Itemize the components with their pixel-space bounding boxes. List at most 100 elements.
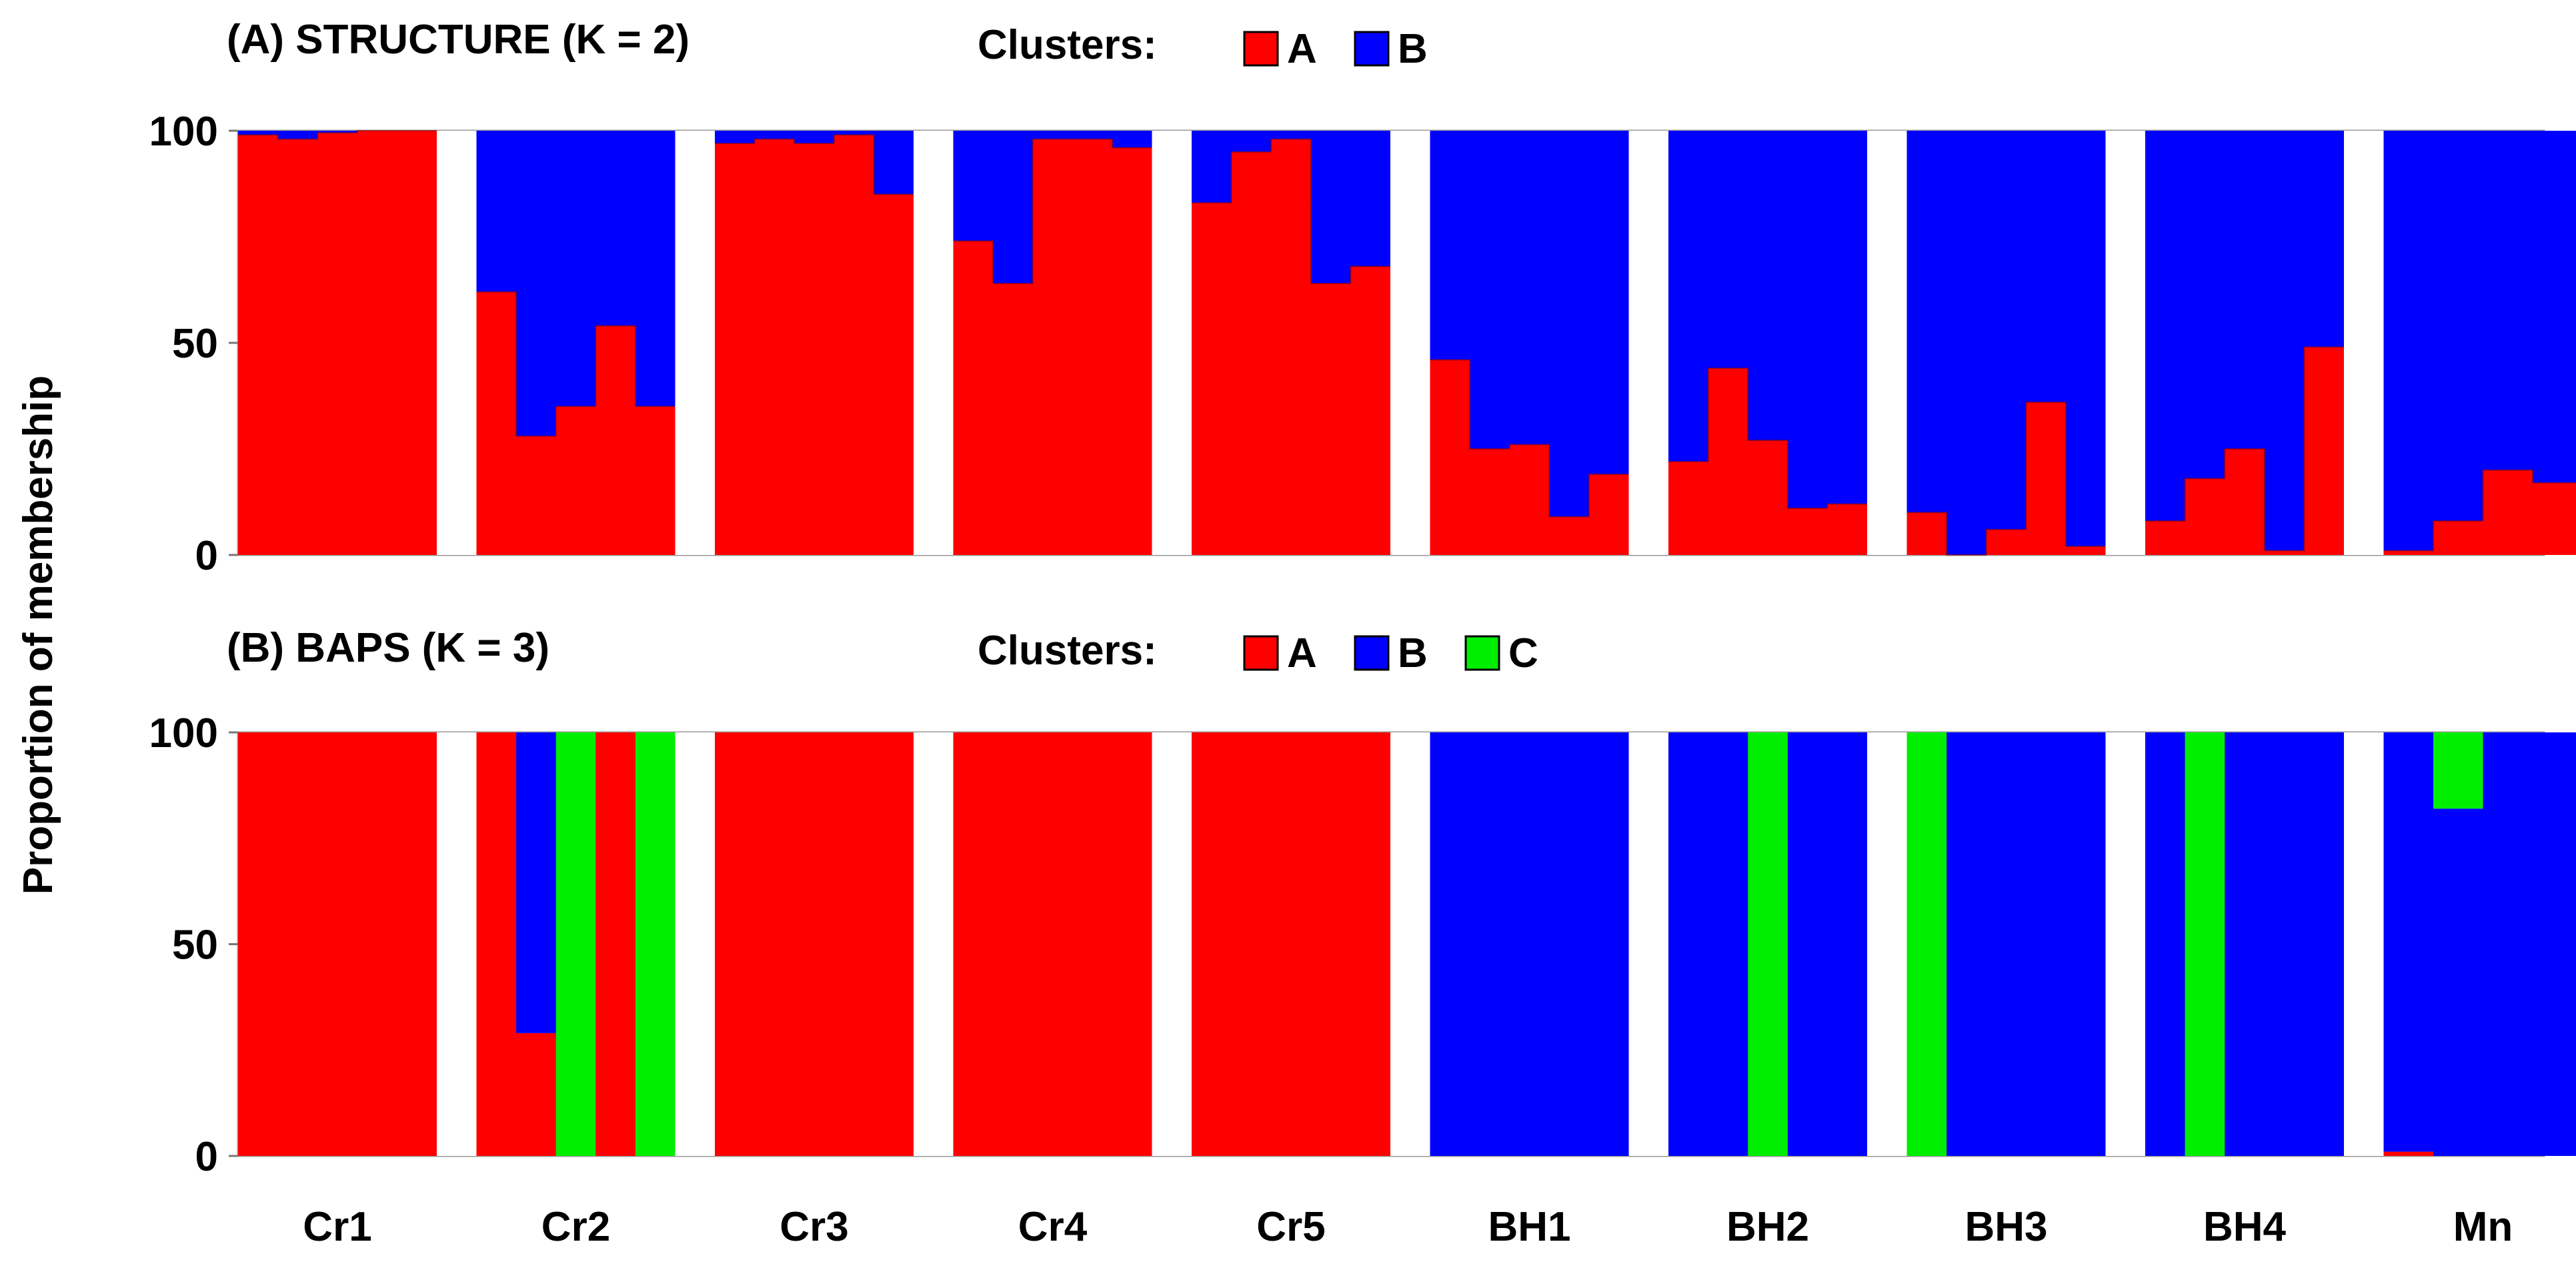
y-tick-label: 0 — [195, 533, 218, 579]
bar-b-bh3-ind3-cluster-b — [1986, 732, 2027, 1156]
bar-a-bh3-ind4-cluster-b — [2026, 131, 2067, 403]
legend-swatch-a — [1243, 31, 1279, 67]
population-gap — [437, 732, 477, 1156]
population-gap — [675, 131, 715, 555]
bar-a-cr3-ind4-cluster-a — [834, 135, 874, 556]
bar-a-cr2-ind1-cluster-a — [476, 291, 517, 555]
bar-a-bh1-ind3-cluster-b — [1509, 131, 1550, 445]
bar-a-cr4-ind1-cluster-b — [953, 131, 994, 241]
bar-b-cr3-ind2-cluster-a — [754, 732, 795, 1156]
bar-a-cr2-ind3-cluster-a — [555, 406, 596, 555]
panel-b-legend-label: Clusters: — [978, 628, 1157, 674]
outline-bh3 — [1906, 402, 2106, 556]
bar-a-cr1-ind1-cluster-b — [238, 131, 279, 135]
bar-a-cr5-ind4-cluster-a — [1310, 283, 1351, 555]
bar-a-cr2-ind5-cluster-a — [635, 406, 676, 555]
bar-b-cr2-ind4-cluster-a — [595, 732, 636, 1156]
bar-a-cr1-ind5-cluster-a — [397, 131, 437, 555]
bar-b-cr1-ind4-cluster-a — [357, 732, 397, 1156]
legend-label-b: B — [1398, 630, 1428, 676]
bar-b-cr1-ind3-cluster-a — [317, 732, 358, 1156]
bar-b-bh1-ind1-cluster-b — [1430, 732, 1470, 1156]
outline-mn — [2383, 469, 2576, 552]
bar-a-bh4-ind1-cluster-b — [2145, 131, 2186, 522]
legend-swatch-a — [1243, 635, 1279, 671]
population-label-bh3: BH3 — [1965, 1204, 2047, 1250]
bar-b-mn-ind2-cluster-c — [2433, 732, 2484, 809]
bar-b-mn-ind1-cluster-b — [2383, 732, 2434, 1152]
outline-bh2 — [1668, 368, 1867, 510]
bar-a-bh2-ind5-cluster-a — [1827, 504, 1868, 555]
bar-a-bh3-ind5-cluster-a — [2065, 546, 2107, 555]
population-label-cr5: Cr5 — [1256, 1204, 1325, 1250]
population-label-bh2: BH2 — [1726, 1204, 1809, 1250]
bar-b-bh1-ind2-cluster-b — [1470, 732, 1510, 1156]
population-gap — [1867, 732, 1907, 1156]
panel-a-plot: 0 50 100 — [149, 109, 2576, 579]
population-label-cr3: Cr3 — [780, 1204, 848, 1250]
population-label-cr4: Cr4 — [1018, 1204, 1088, 1250]
bar-a-bh4-ind4-cluster-a — [2264, 550, 2305, 555]
bar-a-bh2-ind2-cluster-b — [1708, 131, 1748, 369]
bar-b-bh2-ind1-cluster-b — [1668, 732, 1709, 1156]
bar-a-bh4-ind1-cluster-a — [2145, 521, 2186, 555]
bar-b-bh3-ind2-cluster-b — [1947, 732, 1987, 1156]
bar-a-cr4-ind2-cluster-b — [993, 131, 1034, 283]
bar-b-cr5-ind5-cluster-a — [1350, 732, 1391, 1156]
bar-a-cr4-ind4-cluster-a — [1072, 139, 1113, 556]
bar-a-cr5-ind2-cluster-a — [1231, 151, 1272, 556]
bar-b-bh3-ind5-cluster-b — [2065, 732, 2107, 1156]
bar-a-bh4-ind2-cluster-a — [2185, 478, 2225, 555]
bar-a-cr4-ind3-cluster-b — [1032, 131, 1073, 139]
outline-cr2 — [476, 291, 676, 437]
bar-b-cr1-ind5-cluster-a — [397, 732, 437, 1156]
bar-a-cr1-ind4-cluster-a — [357, 131, 397, 555]
bar-a-cr2-ind2-cluster-a — [516, 436, 557, 555]
bar-a-bh3-ind1-cluster-b — [1906, 131, 1947, 513]
bar-a-cr4-ind5-cluster-a — [1112, 147, 1153, 555]
bar-a-mn-ind4-cluster-a — [2533, 482, 2576, 555]
bar-b-cr2-ind3-cluster-c — [555, 732, 596, 1156]
y-tick-label: 100 — [149, 109, 218, 155]
y-tick-label: 50 — [172, 922, 218, 969]
population-gap — [2105, 732, 2145, 1156]
bar-b-cr4-ind2-cluster-a — [993, 732, 1034, 1156]
bar-a-cr4-ind5-cluster-b — [1112, 131, 1153, 148]
bar-a-cr5-ind2-cluster-b — [1231, 131, 1272, 152]
population-gap — [675, 732, 715, 1156]
bar-b-cr3-ind5-cluster-a — [874, 732, 914, 1156]
outline-cr1 — [238, 130, 437, 140]
population-gap — [1628, 131, 1668, 555]
bar-a-mn-ind1-cluster-b — [2383, 131, 2434, 551]
bar-a-cr4-ind4-cluster-b — [1072, 131, 1113, 139]
bar-a-bh1-ind4-cluster-b — [1549, 131, 1590, 517]
bar-a-bh2-ind2-cluster-a — [1708, 368, 1748, 555]
bar-b-cr1-ind1-cluster-a — [238, 732, 279, 1156]
bar-a-bh4-ind5-cluster-a — [2304, 347, 2345, 555]
bar-a-cr3-ind3-cluster-a — [794, 143, 835, 555]
population-gap — [437, 131, 477, 555]
y-tick-label: 100 — [149, 710, 218, 756]
bar-b-cr5-ind4-cluster-a — [1310, 732, 1351, 1156]
bar-b-cr4-ind1-cluster-a — [953, 732, 994, 1156]
population-gap — [2105, 131, 2145, 555]
bar-a-bh2-ind3-cluster-b — [1748, 131, 1788, 441]
population-labels: Cr1 Cr2 Cr3 Cr4 Cr5 BH1 BH2 BH3 BH4 Mn — [303, 1204, 2513, 1250]
bar-a-bh1-ind3-cluster-a — [1509, 444, 1550, 555]
bar-a-cr4-ind3-cluster-a — [1032, 139, 1073, 556]
bar-b-bh4-ind3-cluster-b — [2225, 732, 2265, 1156]
bar-a-bh4-ind2-cluster-b — [2185, 131, 2225, 479]
population-gap — [1390, 131, 1430, 555]
legend-label-a: A — [1287, 630, 1317, 676]
population-gap — [2344, 131, 2384, 555]
panel-a-title: (A) STRUCTURE (K = 2) — [227, 17, 690, 63]
bar-a-cr4-ind2-cluster-a — [993, 283, 1034, 555]
bar-a-cr3-ind3-cluster-b — [794, 131, 835, 144]
panel-b-title: (B) BAPS (K = 3) — [227, 625, 549, 671]
bar-a-bh1-ind1-cluster-a — [1430, 360, 1470, 555]
bar-a-cr2-ind2-cluster-b — [516, 131, 557, 436]
bar-a-mn-ind2-cluster-a — [2433, 521, 2484, 555]
bar-b-mn-ind4-cluster-b — [2533, 732, 2576, 1156]
bar-a-cr3-ind4-cluster-b — [834, 131, 874, 135]
bar-a-cr5-ind5-cluster-a — [1350, 266, 1391, 555]
